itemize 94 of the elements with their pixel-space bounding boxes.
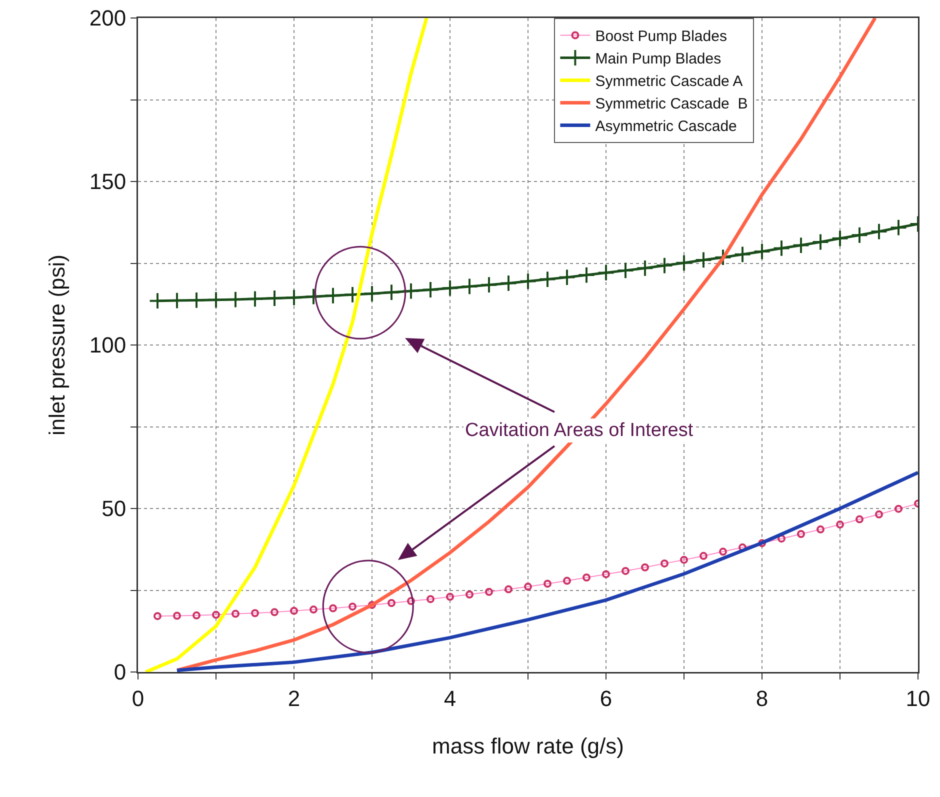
x-tick-label: 2: [288, 686, 300, 711]
point: [660, 559, 668, 568]
point: [622, 566, 630, 575]
point: [290, 606, 298, 615]
legend-label: Main Pump Blades: [595, 50, 722, 68]
point: [694, 251, 712, 269]
point: [480, 276, 498, 294]
point: [270, 608, 278, 616]
point: [382, 284, 400, 302]
point: [856, 515, 864, 524]
x-tick-label: 6: [600, 686, 612, 711]
x-axis-title: mass flow rate (g/s): [432, 734, 624, 759]
point: [524, 582, 532, 591]
point: [519, 272, 537, 290]
x-tick-label: 10: [906, 686, 930, 711]
line-series: [175, 18, 877, 672]
x-tick-label: 0: [132, 686, 144, 711]
point: [700, 552, 708, 560]
point: [388, 599, 396, 607]
point: [544, 580, 552, 588]
point: [641, 563, 649, 572]
point: [422, 281, 440, 298]
legend-label: Boost Pump Blades: [595, 28, 727, 46]
point: [616, 262, 634, 280]
point: [558, 268, 576, 286]
point: [441, 279, 459, 297]
point: [850, 226, 868, 244]
point: [310, 606, 318, 614]
point: [578, 266, 596, 284]
y-axis-title: inlet pressure (psi): [44, 254, 70, 436]
y-tick-label: 100: [89, 332, 126, 358]
point: [154, 612, 162, 620]
point: [772, 240, 790, 257]
point: [758, 539, 766, 548]
x-tick-label: 4: [444, 686, 456, 711]
point: [714, 248, 732, 266]
annotation: Cavitation Areas of Interest: [465, 420, 694, 441]
y-tick-label: 50: [102, 496, 126, 522]
point: [875, 510, 883, 518]
y-tick-label: 0: [114, 660, 126, 685]
point: [251, 609, 259, 618]
line-series: [144, 18, 428, 672]
x-tick-label: 8: [756, 686, 768, 711]
point: [246, 290, 264, 308]
y-tick-label: 150: [89, 169, 126, 194]
point: [426, 595, 434, 604]
point: [232, 610, 240, 618]
point: [402, 282, 420, 300]
point: [304, 288, 322, 306]
point: [466, 590, 474, 598]
point: [597, 264, 615, 282]
point: [816, 525, 824, 534]
point: [538, 270, 556, 288]
point: [675, 254, 693, 272]
point: [324, 286, 342, 304]
point: [563, 576, 571, 585]
point: [797, 530, 805, 538]
point: [485, 588, 493, 596]
point: [266, 290, 284, 307]
legend-label: Symmetric Cascade A: [595, 73, 743, 90]
legend-label: Symmetric Cascade B: [595, 96, 748, 113]
point: [212, 610, 220, 619]
point: [173, 612, 181, 620]
point: [368, 600, 376, 609]
point: [348, 602, 356, 611]
point: [836, 520, 844, 529]
point: [792, 236, 810, 254]
point: [407, 597, 415, 606]
point: [460, 278, 478, 296]
point: [753, 242, 771, 260]
point: [636, 259, 654, 277]
point: [870, 222, 888, 240]
point: [680, 556, 688, 564]
point: [582, 574, 590, 582]
legend-label: Asymmetric Cascade: [595, 118, 737, 136]
point: [812, 233, 830, 251]
y-tick-label: 200: [89, 6, 126, 31]
point: [446, 592, 454, 601]
point: [734, 246, 752, 264]
point: [894, 504, 902, 513]
point: [890, 218, 908, 236]
point: [363, 284, 381, 302]
line-series: [175, 470, 918, 672]
point: [285, 288, 303, 306]
point: [504, 585, 512, 594]
point: [831, 230, 849, 248]
point: [656, 256, 674, 274]
point: [329, 604, 337, 612]
point: [778, 534, 786, 543]
point: [500, 274, 518, 292]
point: [188, 292, 206, 309]
point: [192, 611, 200, 620]
point: [719, 548, 727, 556]
point: [602, 570, 610, 578]
